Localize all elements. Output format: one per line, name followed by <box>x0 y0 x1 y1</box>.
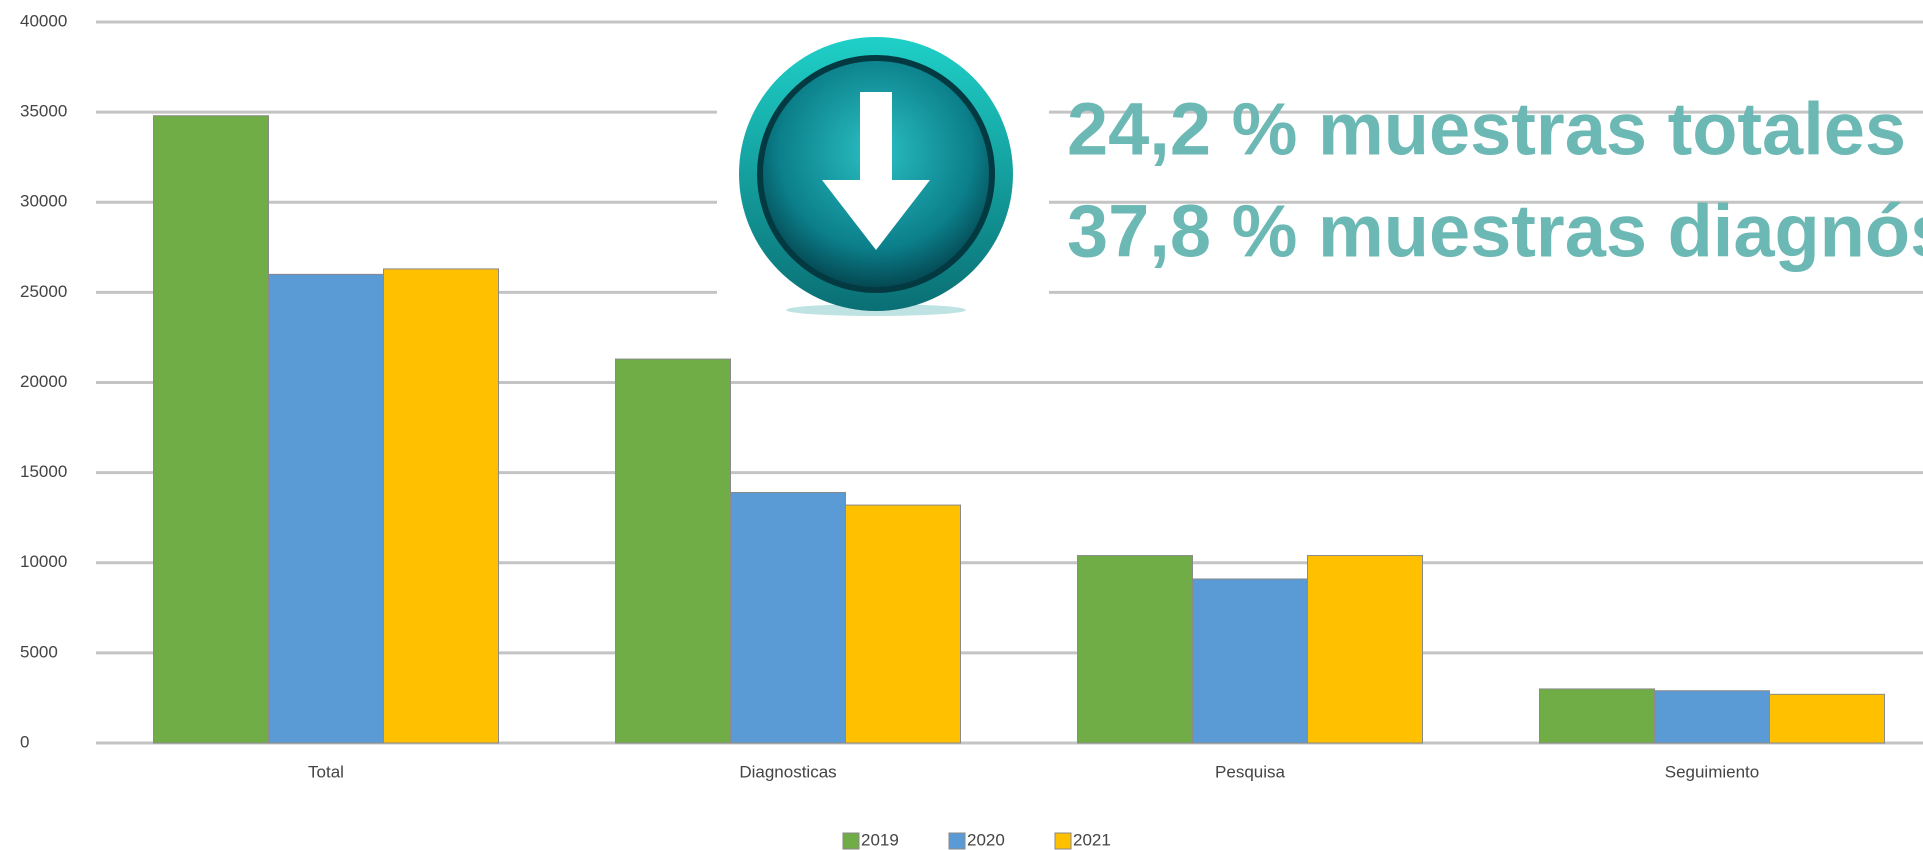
y-tick-label: 0 <box>20 732 29 751</box>
annotation: 37,8 % muestras diagnósticas <box>1067 190 1923 273</box>
x-tick-label: Diagnosticas <box>739 762 836 781</box>
bar <box>1192 578 1308 744</box>
y-tick-label: 25000 <box>20 282 67 301</box>
bar <box>845 504 961 744</box>
bar <box>1769 693 1885 744</box>
annotation: 24,2 % muestras totales <box>1067 88 1906 171</box>
legend-swatch <box>948 832 966 850</box>
bar <box>1077 555 1193 744</box>
legend-label: 2019 <box>861 830 899 849</box>
x-tick-label: Total <box>308 762 344 781</box>
y-tick-label: 10000 <box>20 552 67 571</box>
legend: 2019 2020 2021 <box>842 830 1111 850</box>
bar <box>383 268 499 744</box>
bar <box>268 273 384 744</box>
bar <box>1654 690 1770 744</box>
y-tick-label: 20000 <box>20 372 67 391</box>
download-icon <box>717 25 1049 319</box>
legend-swatch <box>842 832 860 850</box>
bar <box>615 358 731 744</box>
y-tick-label: 30000 <box>20 192 67 211</box>
legend-label: 2020 <box>967 830 1005 849</box>
legend-swatch <box>1054 832 1072 850</box>
legend-label: 2021 <box>1073 830 1111 849</box>
y-tick-label: 35000 <box>20 102 67 121</box>
bar <box>1307 555 1423 744</box>
x-tick-label: Pesquisa <box>1215 762 1285 781</box>
bar <box>730 491 846 744</box>
y-tick-label: 15000 <box>20 462 67 481</box>
x-tick-label: Seguimiento <box>1665 762 1760 781</box>
icon-arrow <box>822 92 930 250</box>
bars <box>153 115 1885 744</box>
y-tick-label: 40000 <box>20 11 67 30</box>
y-tick-label: 5000 <box>20 642 58 661</box>
bar <box>1539 688 1655 744</box>
bar <box>153 115 269 744</box>
